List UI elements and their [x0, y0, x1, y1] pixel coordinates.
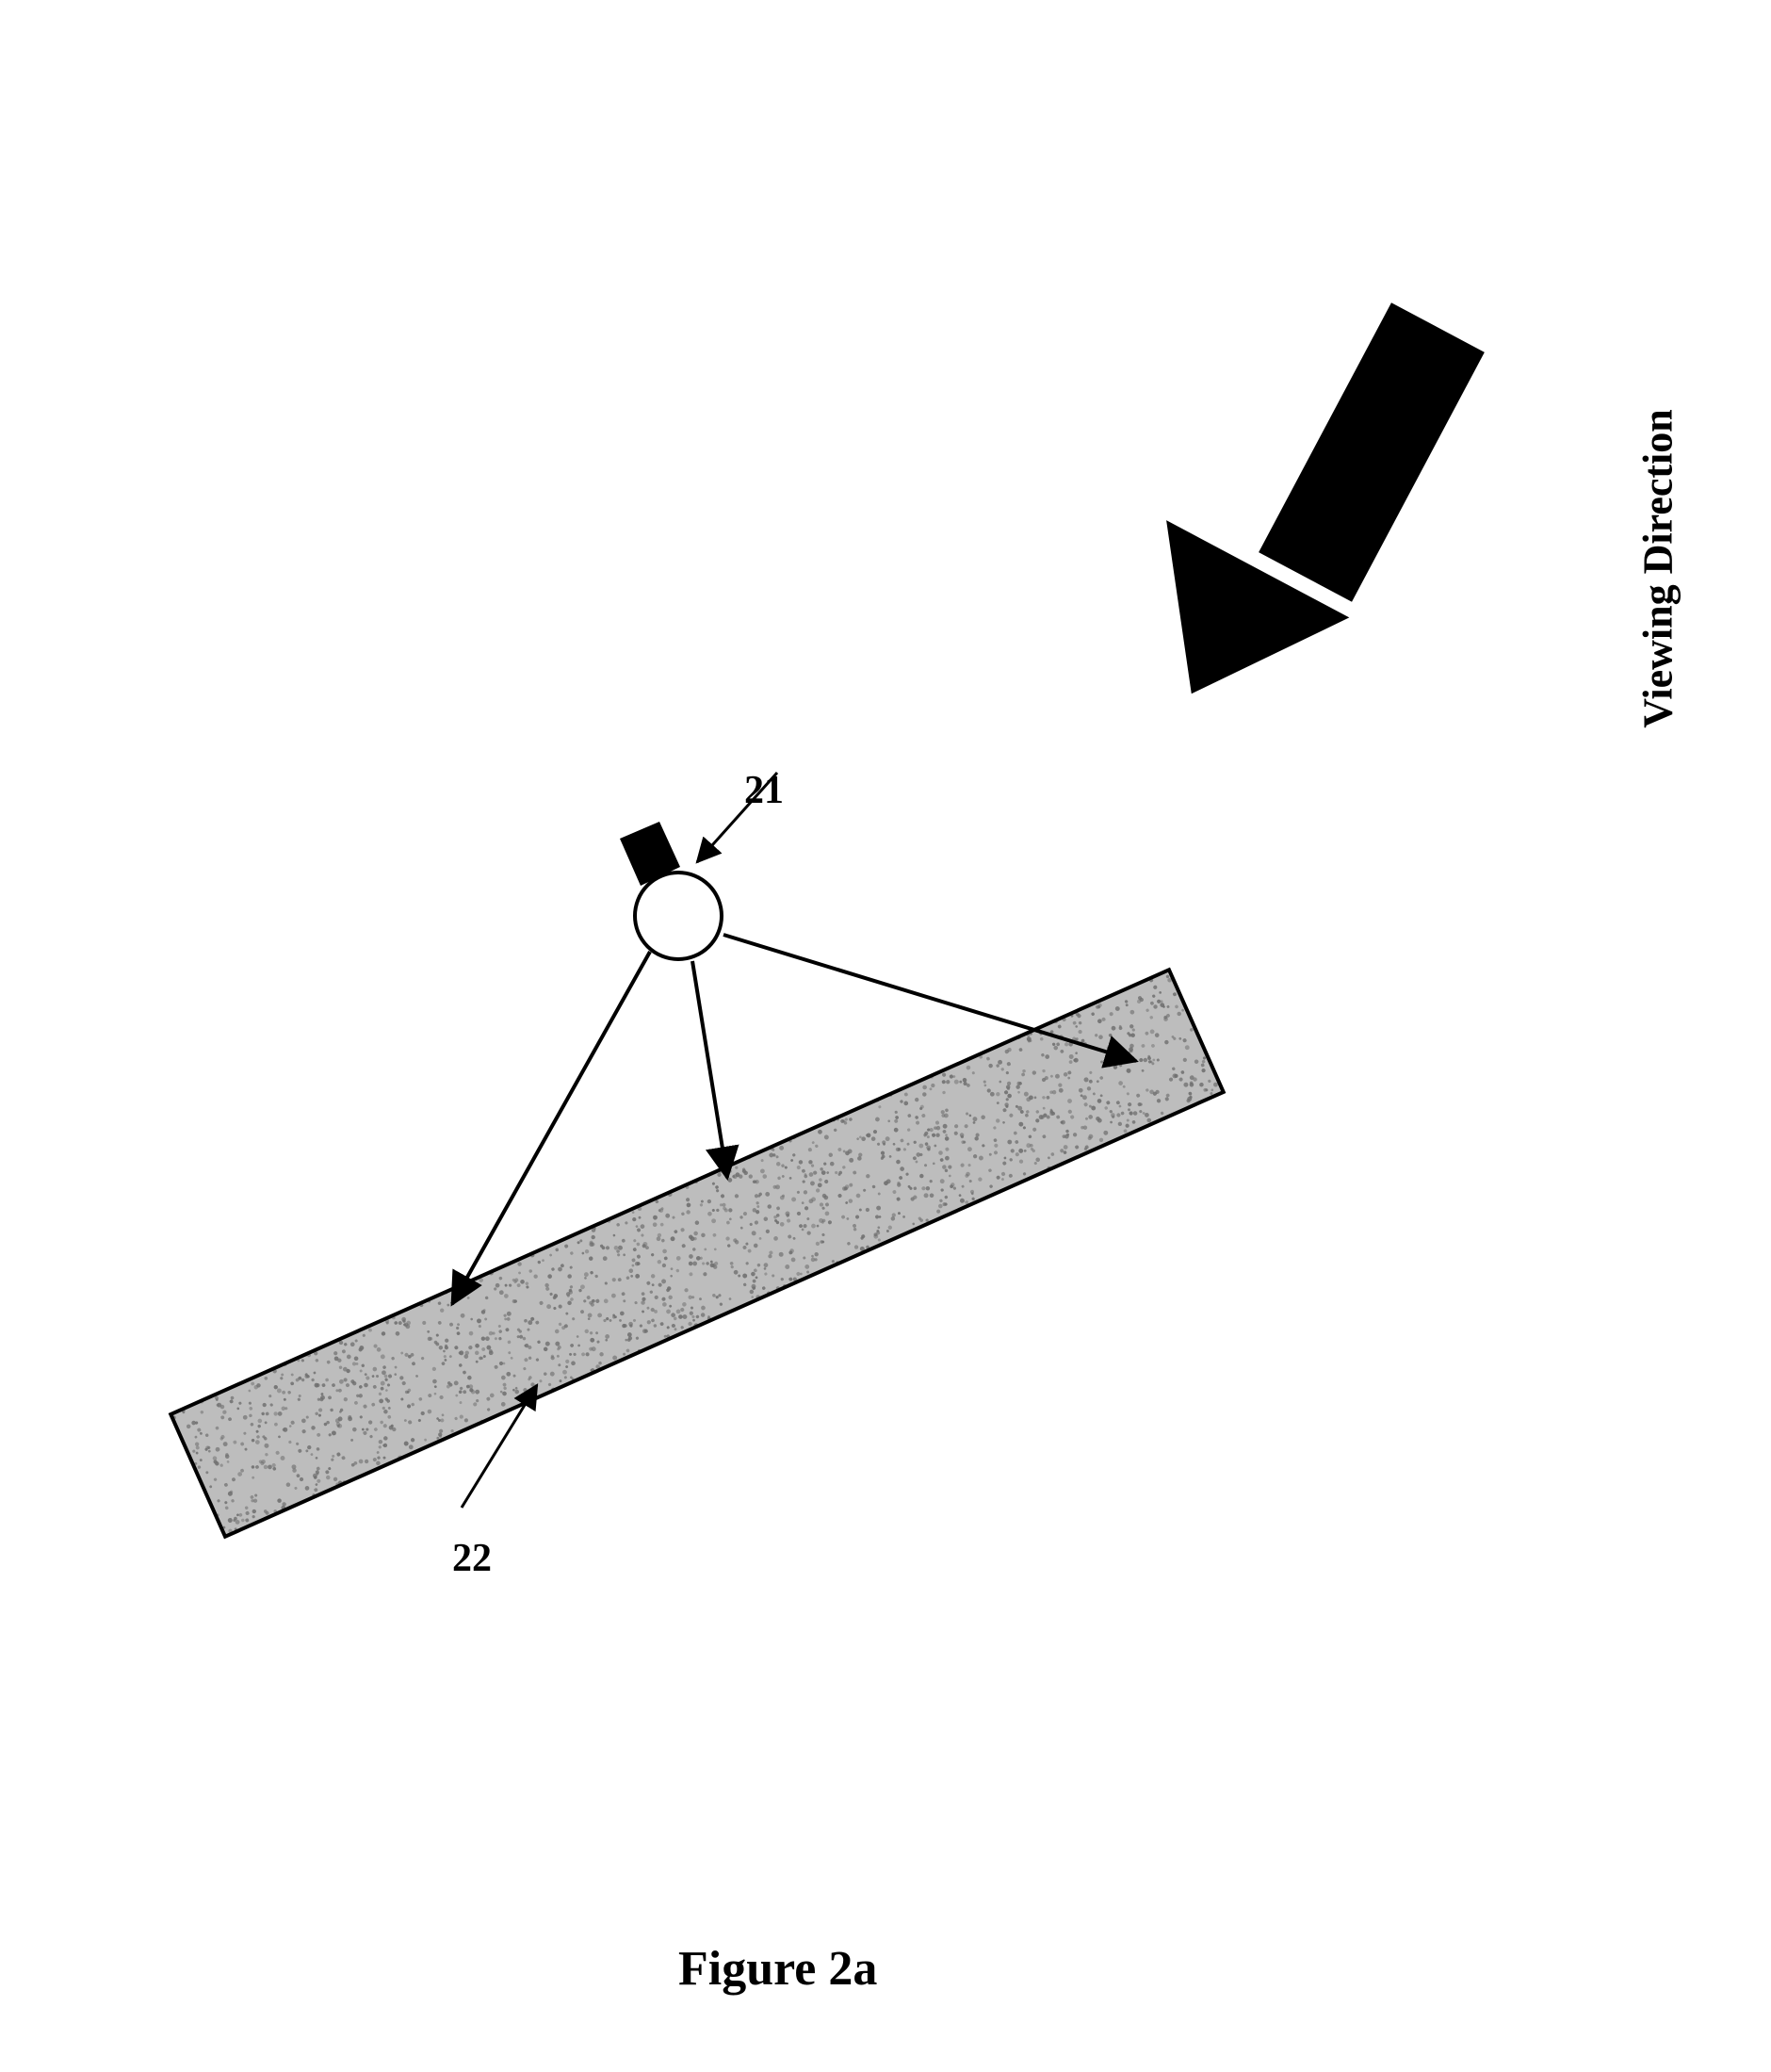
- viewing-direction-arrow: [1100, 302, 1485, 742]
- viewing-direction-label: Viewing Direction: [1634, 286, 1682, 852]
- projection-ray-2: [692, 961, 727, 1178]
- ref-label-21: 21: [744, 768, 784, 813]
- projector: [620, 822, 722, 959]
- screen-slab: [169, 967, 1227, 1539]
- diagram-canvas: [0, 0, 1771, 2072]
- projection-ray-3: [723, 935, 1136, 1061]
- projector-lens: [635, 873, 722, 959]
- ref-label-22: 22: [452, 1536, 492, 1581]
- figure-caption: Figure 2a: [678, 1941, 877, 1997]
